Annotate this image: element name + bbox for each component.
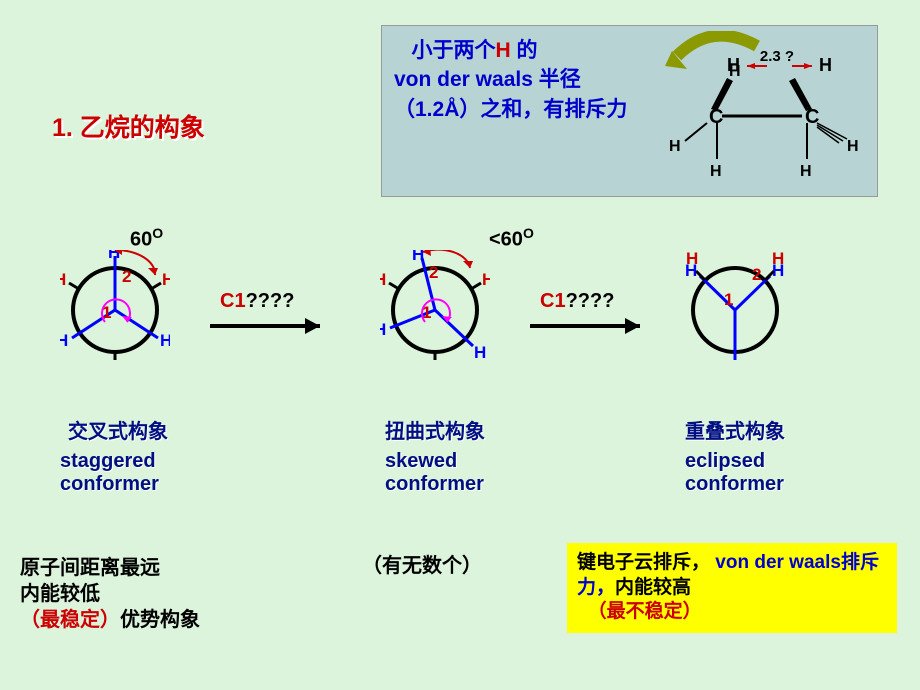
svg-text:2: 2 xyxy=(122,267,131,286)
ethane-structure: 2.3 ? HH CC H H H H H H xyxy=(647,31,877,191)
conf1-cn: 交叉式构象 xyxy=(48,415,188,444)
dist-label: 2.3 ? xyxy=(760,48,794,65)
infobox-text: 小于两个H 的 von der waals 半径（1.2Å）之和，有排斥力 xyxy=(394,36,644,124)
svg-text:H: H xyxy=(162,270,170,289)
angle-1: 60O xyxy=(130,225,163,252)
conf3-en: eclipsedconformer xyxy=(665,450,825,496)
note-1: 原子间距离最远内能较低 （最稳定）优势构象 xyxy=(20,555,200,633)
svg-text:H: H xyxy=(686,250,698,268)
page-title: 1. 乙烷的构象 xyxy=(52,108,205,144)
svg-text:H: H xyxy=(60,270,66,289)
svg-text:H: H xyxy=(474,343,486,360)
svg-text:H: H xyxy=(380,270,386,289)
conf3-cn: 重叠式构象 xyxy=(665,415,805,444)
svg-text:H: H xyxy=(160,331,170,350)
conf2-en: skewedconformer xyxy=(365,450,525,496)
svg-text:H: H xyxy=(800,163,812,180)
svg-text:H: H xyxy=(710,163,722,180)
newman-skewed: H H H H H H 12 xyxy=(380,250,490,360)
svg-text:H: H xyxy=(482,270,490,289)
conf1-en: staggeredconformer xyxy=(48,450,200,496)
svg-text:2: 2 xyxy=(752,265,761,284)
infobox: 小于两个H 的 von der waals 半径（1.2Å）之和，有排斥力 2.… xyxy=(381,25,878,197)
svg-text:1: 1 xyxy=(724,290,733,309)
note-3: 键电子云排斥， von der waals排斥力，内能较高 （最不稳定） xyxy=(567,543,897,633)
svg-text:H: H xyxy=(60,331,68,350)
svg-text:H: H xyxy=(669,138,681,155)
arrow-2 xyxy=(525,302,655,352)
angle-2: <60O xyxy=(489,225,534,252)
svg-text:H: H xyxy=(729,63,741,80)
newman-staggered: H H H H H H 12 xyxy=(60,250,170,360)
svg-text:H: H xyxy=(380,320,386,339)
svg-text:H: H xyxy=(772,250,784,268)
svg-text:H: H xyxy=(819,55,832,75)
svg-text:H: H xyxy=(412,250,424,264)
svg-text:2: 2 xyxy=(429,263,438,282)
svg-text:H: H xyxy=(847,138,859,155)
conf2-cn: 扭曲式构象 xyxy=(365,415,505,444)
arrow-1 xyxy=(205,302,335,352)
newman-eclipsed: H H H HH H 12 xyxy=(680,250,790,360)
note-2: （有无数个） xyxy=(362,553,482,579)
